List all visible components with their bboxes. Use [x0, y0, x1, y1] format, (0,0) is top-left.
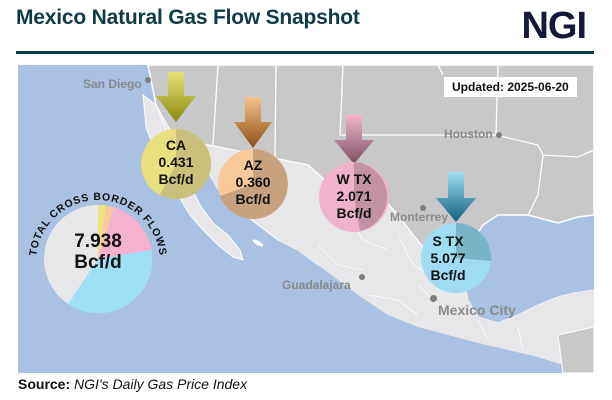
ca-flow-arrow-icon [156, 72, 196, 122]
ca-flow-label: CA 0.431 Bcf/d [146, 137, 206, 188]
source-note: Source: NGI's Daily Gas Price Index [18, 376, 247, 392]
total-value: 7.938 [74, 231, 122, 252]
stx-unit: Bcf/d [430, 267, 466, 283]
city-label-san-diego: San Diego [83, 77, 142, 91]
ngi-logo: NGI [521, 5, 587, 47]
monterrey-marker [420, 205, 426, 211]
page-title: Mexico Natural Gas Flow Snapshot [16, 6, 360, 29]
stx-region: S TX [432, 233, 464, 249]
ca-flow-bubble [141, 129, 211, 199]
wtx-region: W TX [336, 171, 372, 187]
az-region: AZ [243, 157, 263, 173]
wtx-flow-arrow-icon [334, 115, 374, 164]
wtx-value: 2.071 [336, 188, 372, 204]
wtx-flow-bubble [319, 162, 389, 232]
city-label-guadalajara: Guadalajara [282, 278, 351, 292]
ca-region: CA [165, 137, 187, 153]
state-borders [212, 65, 594, 216]
city-label-mexico-city: Mexico City [438, 302, 516, 318]
az-flow-arrow-icon [234, 97, 272, 148]
san-diego-marker [145, 77, 151, 83]
updated-date-badge: Updated: 2025-06-20 [444, 77, 577, 97]
stx-flow-arrow-icon [436, 172, 476, 222]
stx-flow-label: S TX 5.077 Bcf/d [418, 233, 478, 284]
mexico-state-borders [317, 214, 524, 351]
houston-marker [496, 132, 502, 138]
stx-flow-bubble [421, 222, 492, 293]
ca-unit: Bcf/d [158, 171, 194, 187]
az-flow-bubble [218, 149, 288, 219]
az-unit: Bcf/d [235, 191, 271, 207]
total-flow-value: 7.938 Bcf/d [58, 231, 138, 273]
wtx-flow-label: W TX 2.071 Bcf/d [324, 171, 384, 222]
source-text: NGI's Daily Gas Price Index [74, 376, 248, 392]
total-unit: Bcf/d [74, 252, 122, 273]
city-label-houston: Houston [444, 127, 493, 141]
header-divider [16, 51, 594, 54]
ca-value: 0.431 [158, 154, 194, 170]
mexico-city-marker [430, 295, 437, 302]
total-flows-pie [44, 205, 153, 314]
guadalajara-marker [359, 274, 365, 280]
wtx-unit: Bcf/d [336, 205, 372, 221]
city-label-monterrey: Monterrey [390, 210, 449, 224]
central-america-landmass [557, 326, 594, 373]
az-value: 0.360 [235, 174, 271, 190]
source-label: Source: [18, 376, 71, 392]
stx-value: 5.077 [430, 250, 466, 266]
az-flow-label: AZ 0.360 Bcf/d [223, 157, 283, 208]
